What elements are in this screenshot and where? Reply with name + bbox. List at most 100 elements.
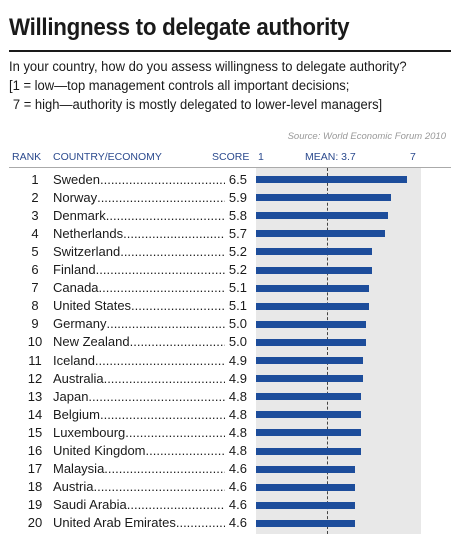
- score-label: 5.8: [225, 207, 247, 223]
- rank-label: 20: [27, 515, 43, 531]
- country-row: United Kingdom..........................…: [53, 443, 246, 458]
- rank-label: 13: [27, 388, 43, 404]
- bar: [256, 266, 372, 274]
- question-line-3: 7 = high—authority is mostly delegated t…: [12, 97, 383, 112]
- country-row: Norway..................................…: [53, 190, 246, 205]
- leader-dots: ........................................…: [103, 370, 246, 386]
- bar: [256, 320, 366, 328]
- header-score: SCORE: [212, 151, 250, 163]
- leader-dots: ........................................…: [97, 189, 246, 205]
- country-row: Iceland.................................…: [53, 353, 246, 368]
- country-label: Netherlands: [53, 225, 124, 241]
- score-label: 4.8: [225, 406, 247, 422]
- rank-label: 17: [27, 461, 43, 477]
- bar: [256, 212, 388, 220]
- leader-dots: ........................................…: [129, 334, 246, 350]
- leader-dots: ........................................…: [99, 406, 246, 422]
- country-row: United Arab Emirates....................…: [53, 515, 246, 530]
- country-label: Austria: [53, 479, 94, 495]
- chart-title: Willingness to delegate authority: [9, 14, 350, 41]
- bar: [256, 230, 386, 238]
- country-row: Luxembourg..............................…: [53, 425, 246, 440]
- bar: [256, 338, 366, 346]
- rank-label: 12: [27, 370, 43, 386]
- survey-question: In your country, how do you assess willi…: [9, 57, 407, 114]
- bar: [256, 501, 355, 509]
- axis-min-label: 1: [258, 151, 264, 163]
- country-row: Switzerland.............................…: [53, 244, 246, 259]
- bar: [256, 357, 364, 364]
- bar: [256, 393, 361, 401]
- rank-label: 10: [27, 334, 43, 350]
- country-label: New Zealand: [53, 334, 130, 350]
- country-row: Sweden..................................…: [53, 172, 246, 187]
- axis-max-label: 7: [410, 151, 416, 163]
- leader-dots: ........................................…: [93, 479, 246, 495]
- title-rule: [9, 50, 451, 52]
- score-label: 4.6: [225, 479, 247, 495]
- bar: [256, 447, 361, 455]
- leader-dots: ........................................…: [99, 171, 246, 187]
- rank-label: 9: [31, 316, 39, 332]
- leader-dots: ........................................…: [94, 352, 246, 368]
- bar: [256, 519, 355, 527]
- country-label: Saudi Arabia: [53, 497, 127, 513]
- score-label: 4.8: [225, 388, 247, 404]
- score-label: 5.0: [225, 316, 247, 332]
- country-row: Canada..................................…: [53, 280, 246, 295]
- leader-dots: ........................................…: [131, 298, 246, 314]
- rank-label: 2: [31, 189, 39, 205]
- leader-dots: ........................................…: [145, 443, 247, 458]
- rank-label: 7: [31, 280, 39, 296]
- country-label: United Kingdom: [53, 443, 146, 458]
- mean-line: [327, 168, 328, 534]
- bar: [256, 411, 361, 419]
- bar: [256, 375, 364, 383]
- leader-dots: ........................................…: [104, 461, 246, 477]
- rank-label: 1: [31, 171, 39, 187]
- bar: [256, 429, 361, 437]
- bar: [256, 483, 355, 491]
- leader-dots: ........................................…: [106, 316, 246, 332]
- country-row: Saudi Arabia............................…: [53, 497, 246, 512]
- country-label: Germany: [53, 316, 107, 332]
- country-row: Malaysia................................…: [53, 461, 246, 476]
- score-label: 5.0: [225, 334, 247, 350]
- rank-label: 5: [31, 243, 39, 259]
- score-label: 5.1: [225, 280, 247, 296]
- country-row: Germany.................................…: [53, 316, 246, 331]
- question-line-1: In your country, how do you assess willi…: [9, 59, 407, 74]
- rank-label: 6: [31, 262, 39, 277]
- country-row: New Zealand.............................…: [53, 334, 246, 349]
- leader-dots: ........................................…: [125, 424, 246, 440]
- header-country: COUNTRY/ECONOMY: [53, 151, 162, 163]
- country-row: Denmark.................................…: [53, 208, 246, 223]
- country-row: Netherlands.............................…: [53, 226, 246, 241]
- bar: [256, 248, 372, 256]
- rank-label: 15: [27, 424, 43, 440]
- country-label: Iceland: [53, 352, 95, 368]
- country-label: Canada: [53, 280, 99, 296]
- country-row: Austria.................................…: [53, 479, 246, 494]
- score-label: 4.9: [225, 352, 247, 368]
- leader-dots: ........................................…: [98, 280, 246, 296]
- score-label: 5.2: [225, 262, 247, 277]
- country-label: Denmark: [53, 207, 106, 223]
- score-label: 5.1: [225, 298, 247, 314]
- axis-mean-label: MEAN: 3.7: [305, 151, 356, 163]
- country-row: United States...........................…: [53, 298, 246, 313]
- score-label: 4.6: [225, 497, 247, 513]
- plot-area: [256, 168, 421, 534]
- leader-dots: ........................................…: [126, 497, 246, 513]
- bar: [256, 465, 355, 473]
- country-label: Belgium: [53, 406, 100, 422]
- score-label: 4.8: [225, 443, 247, 458]
- score-label: 4.8: [225, 424, 247, 440]
- header-rule: [9, 167, 451, 168]
- country-label: Sweden: [53, 171, 100, 187]
- leader-dots: ........................................…: [88, 388, 246, 404]
- country-label: Finland: [53, 262, 96, 277]
- country-row: Australia...............................…: [53, 371, 246, 386]
- country-label: Japan: [53, 388, 89, 404]
- score-label: 5.7: [225, 225, 247, 241]
